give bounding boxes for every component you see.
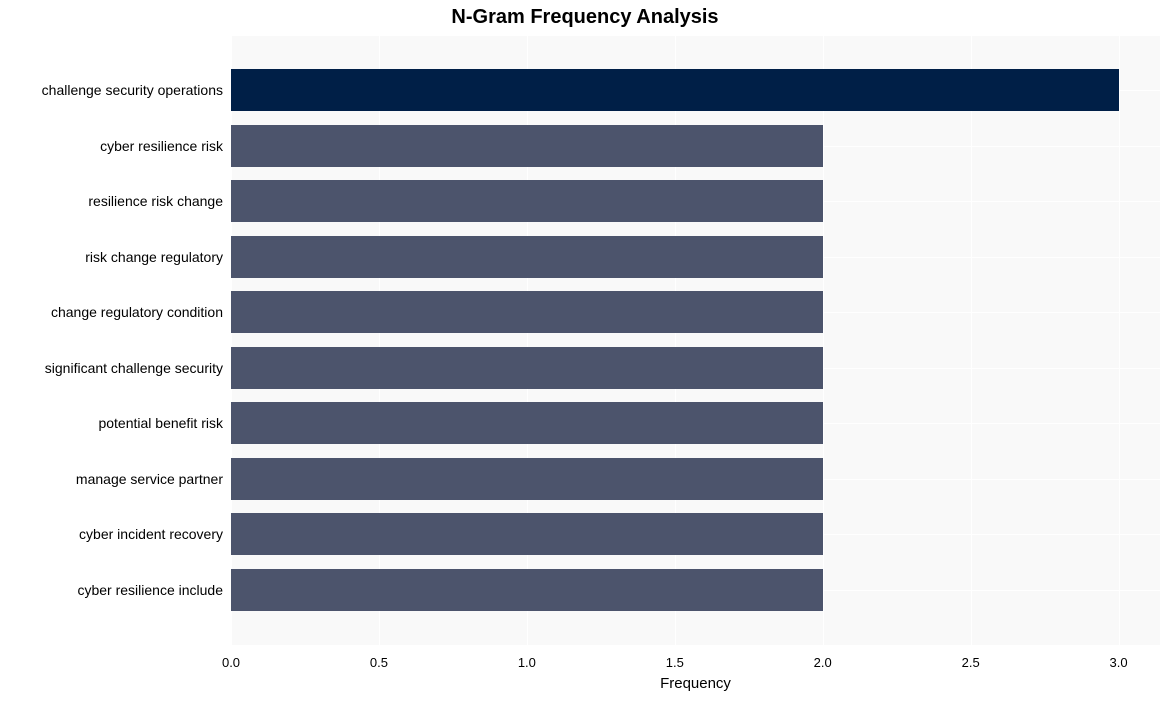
y-tick-label: risk change regulatory (0, 249, 223, 265)
y-tick-label: cyber resilience risk (0, 138, 223, 154)
y-tick-label: cyber incident recovery (0, 526, 223, 542)
x-tick-label: 2.5 (962, 655, 980, 670)
gridline (1119, 35, 1120, 645)
bar (231, 513, 823, 555)
plot-area (231, 35, 1160, 645)
x-tick-label: 1.0 (518, 655, 536, 670)
gridline (971, 35, 972, 645)
y-tick-label: resilience risk change (0, 193, 223, 209)
x-tick-label: 3.0 (1110, 655, 1128, 670)
y-tick-label: challenge security operations (0, 82, 223, 98)
y-tick-label: manage service partner (0, 471, 223, 487)
gridline-h (231, 645, 1160, 646)
bar (231, 180, 823, 222)
x-tick-label: 0.0 (222, 655, 240, 670)
y-tick-label: significant challenge security (0, 360, 223, 376)
ngram-frequency-chart: N-Gram Frequency Analysis challenge secu… (0, 0, 1170, 701)
y-tick-label: potential benefit risk (0, 415, 223, 431)
x-tick-label: 0.5 (370, 655, 388, 670)
bar (231, 569, 823, 611)
bar (231, 236, 823, 278)
gridline-h (231, 35, 1160, 36)
bar (231, 347, 823, 389)
x-tick-label: 1.5 (666, 655, 684, 670)
bar (231, 125, 823, 167)
bar (231, 402, 823, 444)
y-tick-label: cyber resilience include (0, 582, 223, 598)
chart-title: N-Gram Frequency Analysis (0, 6, 1170, 29)
y-tick-label: change regulatory condition (0, 304, 223, 320)
bar (231, 69, 1119, 111)
bar (231, 291, 823, 333)
bar (231, 458, 823, 500)
x-tick-label: 2.0 (814, 655, 832, 670)
x-axis-label: Frequency (231, 675, 1160, 692)
gridline (823, 35, 824, 645)
